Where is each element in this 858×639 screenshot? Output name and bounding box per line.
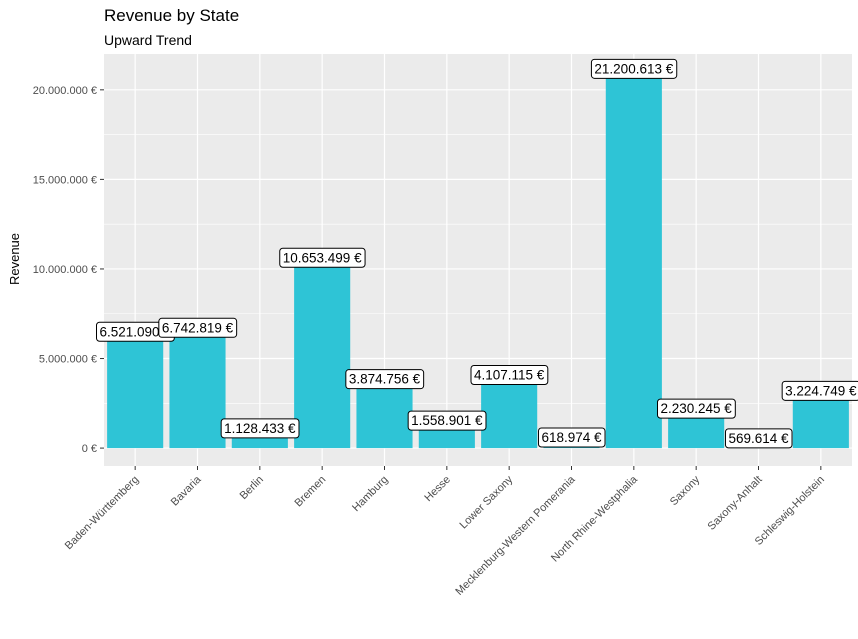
y-tick-label: 5.000.000 € (39, 354, 97, 366)
data-label-11: 3.224.749 € (785, 383, 857, 398)
data-label-1: 6.742.819 € (162, 320, 234, 335)
data-label-box (158, 317, 238, 338)
y-tick-label: 20.000.000 € (33, 85, 97, 97)
y-tick-label: 0 € (82, 443, 97, 455)
x-tick-label: Saxony-Anhalt (706, 474, 765, 533)
data-label-3: 10.653.499 € (283, 250, 362, 265)
data-label-4: 3.874.756 € (349, 372, 421, 387)
y-tick-label: 15.000.000 € (33, 174, 97, 186)
data-label-0: 6.521.090 € (100, 324, 172, 339)
bar-3 (294, 257, 351, 449)
y-tick-label: 10.000.000 € (33, 264, 97, 276)
data-label-box (657, 398, 736, 419)
plot-panel (104, 54, 852, 466)
data-label-box (279, 247, 366, 268)
chart-subtitle: Upward Trend (104, 32, 192, 48)
x-tick-label: Bremen (293, 474, 329, 510)
data-label-box (724, 428, 793, 449)
data-label-box (407, 410, 487, 431)
x-tick-label: Berlin (238, 474, 266, 502)
data-label-9: 2.230.245 € (661, 401, 733, 416)
bar-4 (356, 378, 413, 449)
bar-6 (481, 374, 538, 449)
bar-1 (169, 327, 226, 449)
chart-title: Revenue by State (104, 6, 240, 25)
x-tick-label: Schleswig-Holstein (753, 474, 827, 548)
x-tick-label: Bavaria (169, 473, 204, 508)
data-label-7: 618.974 € (541, 430, 602, 445)
data-label-box (781, 380, 858, 401)
data-label-box (345, 369, 425, 390)
bar-0 (107, 331, 164, 449)
x-tick-label: Mecklenburg-Western Pomerania (453, 473, 578, 598)
x-tick-label: Lower Saxony (458, 473, 516, 531)
data-label-box (590, 58, 678, 79)
data-label-box (220, 418, 300, 439)
y-axis-label: Revenue (7, 233, 22, 285)
bar-8 (605, 68, 662, 449)
data-label-5: 1.558.901 € (411, 413, 483, 428)
x-tick-label: Baden-Württemberg (63, 474, 142, 553)
data-label-2: 1.128.433 € (224, 421, 296, 436)
x-tick-label: Hesse (422, 474, 453, 505)
x-tick-label: Saxony (668, 473, 703, 508)
data-label-8: 21.200.613 € (594, 61, 673, 76)
data-label-6: 4.107.115 € (474, 368, 545, 383)
x-tick-label: Hamburg (350, 474, 390, 514)
data-label-box (470, 365, 549, 386)
data-label-10: 569.614 € (728, 431, 789, 446)
data-label-box (537, 427, 606, 448)
